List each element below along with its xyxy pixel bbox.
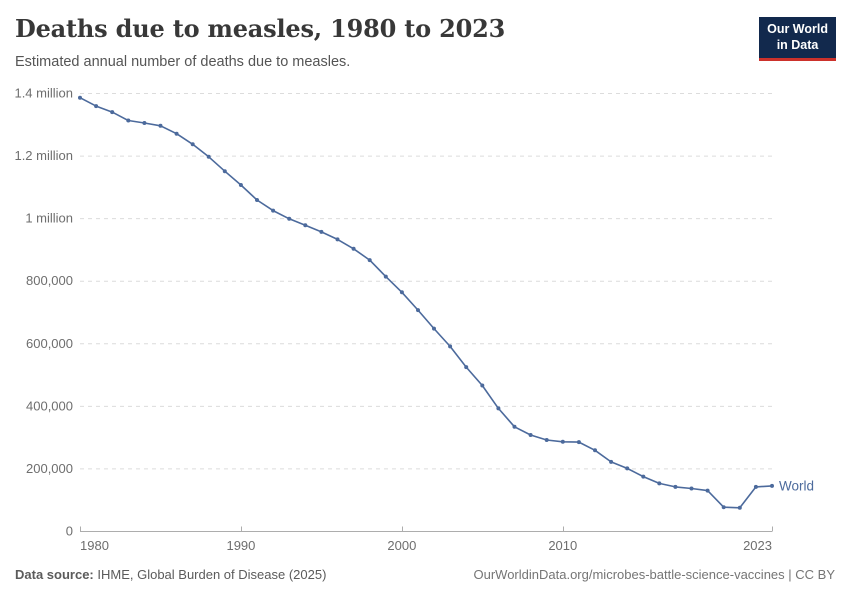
data-point[interactable]	[335, 237, 340, 242]
data-source: Data source: IHME, Global Burden of Dise…	[15, 567, 326, 582]
x-axis-tick-label: 2010	[548, 538, 577, 553]
data-point[interactable]	[206, 154, 211, 159]
x-axis-tick-label: 1990	[226, 538, 255, 553]
page-title: Deaths due to measles, 1980 to 2023	[15, 14, 506, 43]
data-point[interactable]	[770, 483, 774, 488]
data-point[interactable]	[609, 459, 614, 464]
data-point[interactable]	[78, 95, 82, 100]
data-point[interactable]	[544, 438, 549, 442]
data-source-text: IHME, Global Burden of Disease (2025)	[93, 567, 327, 582]
data-point[interactable]	[528, 433, 533, 437]
data-point[interactable]	[126, 118, 131, 123]
data-point[interactable]	[110, 110, 115, 115]
data-point[interactable]	[255, 198, 259, 202]
data-point[interactable]	[448, 344, 453, 349]
data-point[interactable]	[480, 383, 485, 388]
data-point[interactable]	[560, 439, 565, 444]
data-point[interactable]	[158, 123, 163, 128]
data-point[interactable]	[657, 481, 662, 486]
data-point[interactable]	[737, 505, 742, 510]
owid-logo-line2: in Data	[776, 38, 819, 53]
data-point[interactable]	[367, 258, 372, 263]
chart-subtitle: Estimated annual number of deaths due to…	[15, 54, 351, 70]
data-line	[79, 96, 773, 509]
data-point[interactable]	[351, 246, 356, 251]
x-axis-tick-label: 2000	[387, 538, 416, 553]
data-point[interactable]	[383, 274, 388, 279]
data-point[interactable]	[94, 104, 99, 109]
data-point[interactable]	[222, 169, 227, 174]
y-axis-tick-label: 1.4 million	[14, 86, 73, 101]
data-point[interactable]	[673, 484, 678, 489]
attribution-link[interactable]: OurWorldinData.org/microbes-battle-scien…	[473, 567, 836, 582]
y-axis-tick-label: 600,000	[26, 336, 73, 351]
data-point[interactable]	[271, 208, 276, 213]
data-point[interactable]	[142, 121, 147, 125]
data-point[interactable]	[576, 440, 581, 445]
owid-logo-line1: Our World	[767, 22, 828, 36]
x-axis-tick-label: 1980	[80, 538, 109, 553]
y-axis-tick-label: 400,000	[26, 398, 73, 413]
data-point[interactable]	[432, 326, 436, 331]
y-axis-tick-label: 1.2 million	[14, 148, 73, 163]
data-point[interactable]	[319, 229, 324, 234]
owid-logo[interactable]: Our World in Data	[759, 17, 836, 61]
y-axis-tick-label: 800,000	[26, 273, 73, 288]
data-point[interactable]	[753, 484, 758, 489]
data-point[interactable]	[721, 505, 726, 510]
data-point[interactable]	[593, 448, 597, 453]
chart-footer: Data source: IHME, Global Burden of Dise…	[15, 567, 835, 582]
data-point[interactable]	[303, 223, 308, 228]
series-end-label: World	[779, 478, 814, 493]
data-point[interactable]	[464, 365, 469, 370]
data-point[interactable]	[705, 488, 710, 493]
data-point[interactable]	[190, 142, 195, 147]
y-axis-tick-label: 0	[66, 524, 73, 539]
data-point[interactable]	[287, 216, 292, 221]
data-point[interactable]	[625, 466, 630, 471]
x-axis-tick-label: 2023	[743, 538, 772, 553]
data-point[interactable]	[512, 424, 517, 429]
data-point[interactable]	[416, 308, 420, 313]
data-point[interactable]	[689, 486, 694, 491]
data-point[interactable]	[174, 131, 179, 136]
data-source-label: Data source:	[15, 567, 94, 582]
y-axis-tick-label: 200,000	[26, 461, 73, 476]
data-point[interactable]	[399, 290, 404, 295]
y-axis-tick-label: 1 million	[25, 211, 73, 226]
data-point[interactable]	[496, 406, 501, 411]
data-point[interactable]	[238, 183, 243, 187]
data-point[interactable]	[641, 474, 646, 479]
